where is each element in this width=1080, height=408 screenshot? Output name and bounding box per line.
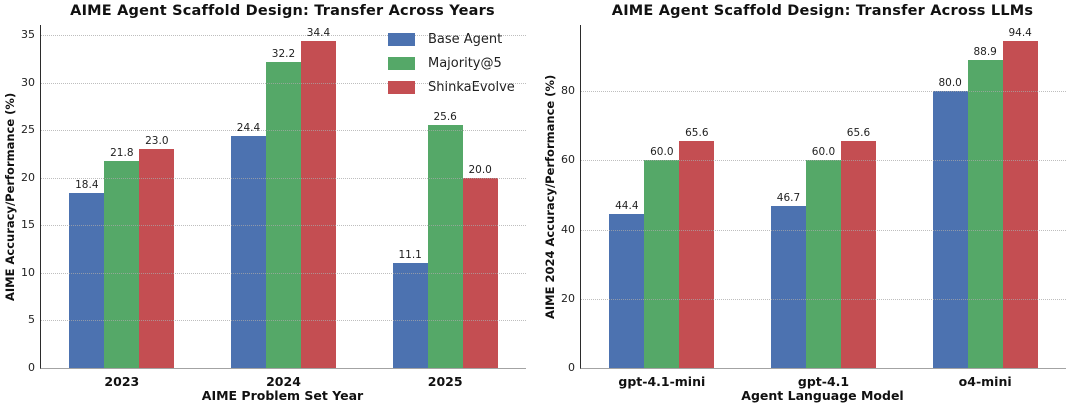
bar-value-label: 20.0 <box>468 163 492 176</box>
bar-value-label: 21.8 <box>110 146 134 159</box>
legend-swatch <box>388 56 415 70</box>
y-axis-label: AIME 2024 Accuracy/Performance (%) <box>543 74 557 319</box>
y-tick-label: 0 <box>28 361 35 374</box>
x-tick-label: 2025 <box>427 374 463 389</box>
plot-area: 0 20 40 60 80 44.4 60.0 65.6 gpt-4.1-mini 46.7 60.… <box>561 25 1066 389</box>
y-tick-label: 60 <box>561 153 575 167</box>
bar <box>392 262 428 368</box>
chart-transfer-across-years: AIME Agent Scaffold Design: Transfer Acr… <box>3 3 526 403</box>
plot-area: 0 5 10 15 20 25 30 35 18.4 21.8 23.0 2023 24.4 32.2 34… <box>21 25 526 389</box>
bar <box>932 91 968 368</box>
bar <box>462 177 498 368</box>
legend-label: Base Agent <box>428 31 503 47</box>
bar-value-label: 65.6 <box>685 126 709 139</box>
bar <box>427 124 463 368</box>
bar <box>69 193 105 368</box>
legend-label: Majority@5 <box>428 55 502 71</box>
bar <box>231 136 266 368</box>
legend-label: ShinkaEvolve <box>428 79 515 95</box>
bar <box>139 149 175 368</box>
legend-item: Base Agent <box>388 30 515 48</box>
x-tick-label: 2023 <box>104 374 140 389</box>
bar-value-label: 88.9 <box>973 46 997 59</box>
y-tick-label: 40 <box>561 222 575 236</box>
x-axis-label: AIME Problem Set Year <box>201 388 364 403</box>
x-tick-label: o4-mini <box>958 374 1012 389</box>
bar <box>967 60 1003 368</box>
bar-value-label: 23.0 <box>145 135 169 148</box>
x-tick-label: 2024 <box>266 374 301 389</box>
x-tick-label: gpt-4.1 <box>797 374 850 389</box>
bar-value-label: 25.6 <box>433 110 457 123</box>
y-tick-label: 5 <box>28 313 35 327</box>
bar <box>679 140 715 368</box>
y-tick-label: 20 <box>561 291 575 305</box>
y-tick-label: 10 <box>21 265 35 279</box>
y-tick-label: 20 <box>21 170 35 184</box>
legend-item: ShinkaEvolve <box>388 78 515 96</box>
y-tick-label: 15 <box>21 218 35 232</box>
bar-value-label: 44.4 <box>615 200 639 213</box>
bar <box>104 160 140 368</box>
legend-swatch <box>388 32 415 46</box>
bar-value-label: 11.1 <box>398 248 422 261</box>
chart-title: AIME Agent Scaffold Design: Transfer Acr… <box>611 3 1034 19</box>
bar-value-label: 60.0 <box>650 146 674 159</box>
bar <box>841 140 876 368</box>
bar <box>771 206 806 368</box>
y-tick-label: 80 <box>561 84 575 98</box>
bar-value-label: 94.4 <box>1008 27 1032 40</box>
y-tick-label: 35 <box>21 28 35 42</box>
x-tick-label: gpt-4.1-mini <box>618 374 706 389</box>
bar-value-label: 18.4 <box>75 179 99 192</box>
bar <box>1002 41 1038 368</box>
legend-swatch <box>388 80 415 94</box>
bar-value-label: 24.4 <box>236 122 261 135</box>
bar <box>644 160 680 368</box>
bar <box>266 62 301 368</box>
bar-value-label: 65.6 <box>846 126 871 139</box>
legend-item: Majority@5 <box>388 54 515 72</box>
bar-value-label: 46.7 <box>776 192 801 205</box>
bar-value-label: 34.4 <box>306 27 331 40</box>
y-tick-label: 25 <box>21 123 35 137</box>
y-tick-label: 0 <box>568 361 575 374</box>
legend: Base Agent Majority@5 ShinkaEvolve <box>388 30 515 96</box>
y-tick-label: 30 <box>21 75 35 89</box>
bar <box>301 41 336 368</box>
chart-title: AIME Agent Scaffold Design: Transfer Acr… <box>70 3 495 19</box>
bar <box>806 160 841 368</box>
bar-value-label: 32.2 <box>271 48 296 61</box>
bar-value-label: 80.0 <box>938 77 962 90</box>
bar <box>609 214 645 368</box>
x-axis-label: Agent Language Model <box>741 388 904 403</box>
chart-transfer-across-llms: AIME Agent Scaffold Design: Transfer Acr… <box>540 0 1080 408</box>
bar-value-label: 60.0 <box>811 146 836 159</box>
